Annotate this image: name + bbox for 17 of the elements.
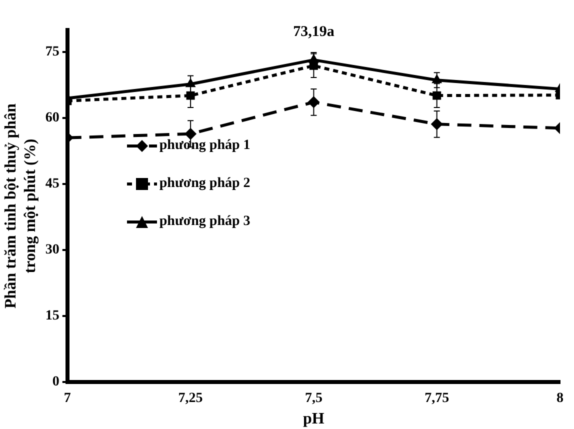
x-tick-label: 7,75 [424, 391, 450, 406]
legend-label: phương pháp 3 [159, 214, 250, 230]
x-axis-title: pH [303, 410, 325, 428]
y-tick-label: 60 [45, 110, 60, 126]
legend-label: phương pháp 2 [159, 176, 250, 192]
x-tick-label: 7 [64, 391, 71, 406]
annotation: 73,19a [293, 24, 335, 40]
y-tick-label: 75 [45, 44, 60, 60]
y-axis-title: Phần trăm tinh bột thuỷ phân trong một phút (%) [2, 103, 39, 308]
x-tick-label: 7,25 [178, 391, 203, 406]
y-tick-label: 15 [45, 308, 60, 324]
x-tick-label: 7,5 [304, 391, 322, 406]
y-tick-label: 0 [52, 374, 60, 390]
y-tick-label: 30 [45, 242, 60, 258]
y-tick-label: 45 [45, 176, 60, 192]
x-tick-label: 8 [556, 391, 564, 406]
legend-label: phương pháp 1 [159, 138, 250, 154]
